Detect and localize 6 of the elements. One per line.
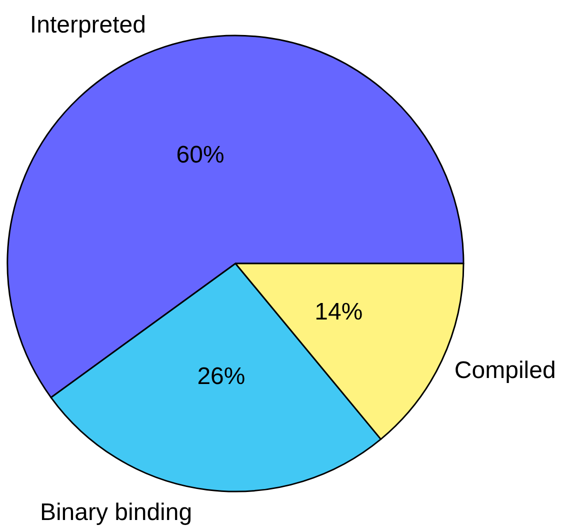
data-label: 14% [314, 298, 363, 326]
slice-label: Compiled [454, 356, 556, 384]
data-label: 60% [176, 142, 224, 169]
slice-label: Interpreted [30, 11, 146, 38]
slice-label: Binary binding [40, 498, 192, 526]
data-label: 26% [197, 363, 246, 390]
